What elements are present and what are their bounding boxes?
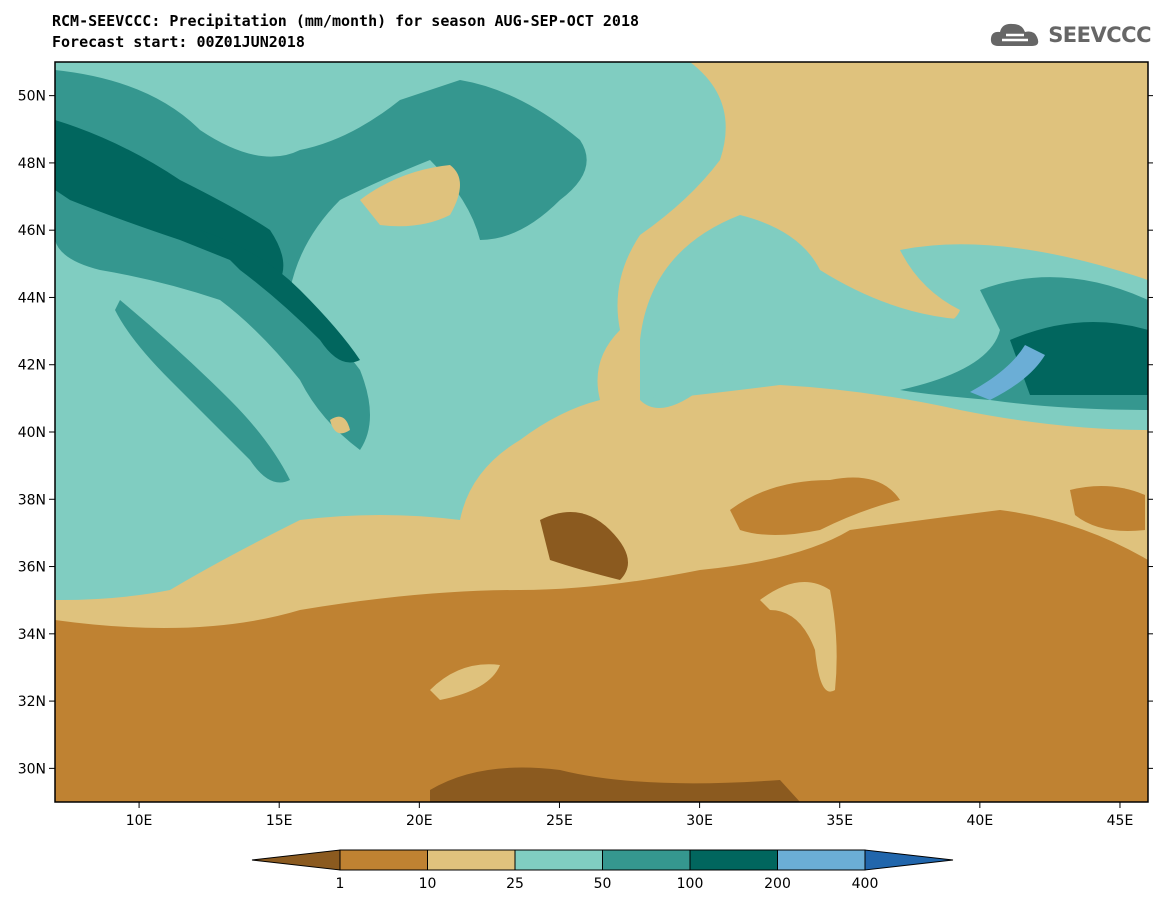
lat-tick-label: 32N [18, 694, 46, 710]
colorbar: 1 10 25 50 100 200 400 [251, 849, 954, 892]
longitude-axis: 10E 15E 20E 25E 30E 35E 40E 45E [126, 802, 1134, 829]
lon-tick-label: 40E [967, 813, 994, 829]
colorbar-high-extension [864, 849, 954, 871]
colorbar-box [514, 849, 603, 871]
lon-tick-label: 20E [406, 813, 433, 829]
latitude-axis: 50N 48N 46N 44N 42N 40N 38N 36N 34N 32N 30N [18, 89, 1153, 777]
lat-tick-label: 50N [18, 89, 46, 105]
lat-tick-label: 40N [18, 425, 46, 441]
lon-tick-label: 30E [686, 813, 713, 829]
cloud-icon [991, 23, 1039, 46]
colorbar-box [777, 849, 866, 871]
lon-tick-label: 35E [826, 813, 853, 829]
colorbar-box [602, 849, 691, 871]
colorbar-box [689, 849, 778, 871]
colorbar-label: 10 [419, 876, 437, 892]
forecast-start-label: Forecast start: 00Z01JUN2018 [52, 33, 305, 51]
colorbar-box [427, 849, 516, 871]
lat-tick-label: 30N [18, 761, 46, 777]
map-title: RCM-SEEVCCC: Precipitation (mm/month) fo… [52, 12, 639, 30]
colorbar-label: 200 [764, 876, 791, 892]
lon-tick-label: 25E [546, 813, 573, 829]
colorbar-label: 50 [594, 876, 612, 892]
lat-tick-label: 42N [18, 358, 46, 374]
colorbar-low-extension [251, 849, 341, 871]
lat-tick-label: 48N [18, 156, 46, 172]
colorbar-label: 25 [506, 876, 524, 892]
logo-text: SEEVCCC [1048, 23, 1151, 47]
colorbar-label: 400 [852, 876, 879, 892]
colorbar-label: 100 [677, 876, 704, 892]
seevccc-logo: SEEVCCC [988, 20, 1151, 50]
colorbar-label: 1 [336, 876, 345, 892]
lon-tick-label: 45E [1107, 813, 1134, 829]
lat-tick-label: 34N [18, 627, 46, 643]
lat-tick-label: 46N [18, 223, 46, 239]
lat-tick-label: 38N [18, 492, 46, 508]
map-field [55, 62, 1148, 802]
lon-tick-label: 15E [266, 813, 293, 829]
lat-tick-label: 36N [18, 560, 46, 576]
colorbar-box [339, 849, 428, 871]
lon-tick-label: 10E [126, 813, 153, 829]
lat-tick-label: 44N [18, 290, 46, 306]
